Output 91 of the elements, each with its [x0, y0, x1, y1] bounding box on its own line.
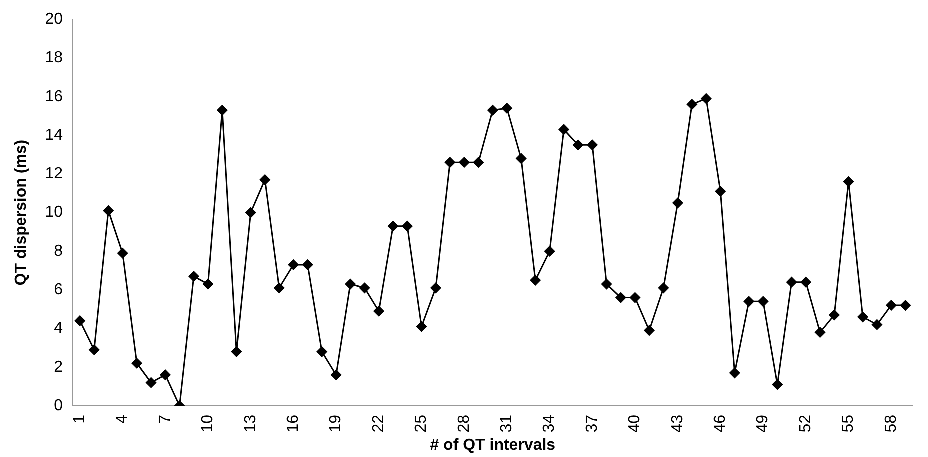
- y-tick-label: 0: [54, 397, 64, 414]
- point: [544, 246, 556, 257]
- point: [288, 260, 299, 270]
- y-tick-label: 4: [54, 320, 64, 338]
- x-tick-label: 37: [584, 414, 601, 433]
- point: [316, 346, 328, 358]
- point: [89, 344, 100, 356]
- y-tick-label: 14: [45, 126, 64, 144]
- point: [444, 157, 456, 168]
- point: [402, 221, 413, 232]
- point: [872, 320, 882, 330]
- point: [473, 157, 484, 168]
- point: [744, 296, 754, 307]
- x-tick-label: 34: [541, 414, 558, 433]
- x-tick-label: 19: [328, 414, 345, 433]
- point: [74, 316, 86, 326]
- point: [231, 346, 242, 358]
- x-tick-label: 55: [840, 414, 858, 433]
- point: [488, 105, 498, 116]
- point: [886, 300, 897, 311]
- point: [360, 282, 370, 294]
- point: [829, 310, 840, 320]
- point: [630, 292, 640, 304]
- x-tick-label: 52: [797, 414, 814, 433]
- y-tick-label: 20: [45, 11, 64, 28]
- point: [416, 322, 427, 332]
- x-axis-title: # of QT intervals: [430, 436, 556, 454]
- x-tick-label: 22: [370, 414, 388, 433]
- y-tick-label: 2: [54, 358, 64, 376]
- point: [459, 157, 470, 168]
- point: [516, 153, 527, 164]
- point: [602, 279, 612, 290]
- x-tick-label: 58: [882, 414, 900, 433]
- point: [118, 248, 128, 259]
- x-tick-label: 10: [200, 414, 217, 433]
- point: [616, 292, 626, 304]
- x-tick-label: 25: [413, 414, 430, 433]
- point: [573, 140, 584, 150]
- point: [345, 279, 356, 290]
- point: [686, 99, 698, 110]
- point: [644, 325, 655, 336]
- point: [502, 103, 512, 114]
- x-tick-label: 49: [754, 414, 772, 433]
- point: [103, 206, 114, 216]
- point: [772, 380, 783, 390]
- y-tick-label: 16: [45, 88, 64, 106]
- point: [800, 277, 812, 288]
- point: [730, 368, 740, 378]
- point: [217, 105, 228, 116]
- point: [701, 94, 712, 104]
- x-tick-label: 46: [712, 414, 730, 433]
- point: [658, 282, 669, 294]
- point: [132, 358, 142, 369]
- x-tick-label: 1: [72, 414, 89, 424]
- y-tick-label: 8: [54, 242, 64, 260]
- point: [858, 312, 868, 322]
- point: [331, 370, 342, 380]
- point: [246, 208, 256, 218]
- point: [530, 275, 541, 286]
- x-tick-label: 28: [456, 414, 473, 433]
- point: [374, 306, 384, 317]
- y-axis-title: QT dispersion (ms): [13, 140, 30, 286]
- point: [202, 279, 214, 290]
- x-tick-label: 31: [498, 414, 516, 433]
- x-tick-label: 43: [669, 414, 686, 433]
- x-tick-label: 4: [114, 414, 132, 424]
- x-tick-label: 7: [156, 414, 174, 424]
- x-tick-label: 40: [626, 414, 644, 433]
- point: [758, 296, 769, 307]
- point: [715, 186, 726, 197]
- y-tick-label: 12: [45, 166, 64, 183]
- point: [260, 174, 270, 186]
- point: [843, 176, 854, 188]
- point: [558, 124, 570, 135]
- point: [815, 327, 826, 338]
- point: [160, 370, 171, 380]
- y-tick-label: 10: [45, 204, 64, 222]
- point: [388, 221, 399, 232]
- y-tick-label: 6: [54, 281, 64, 298]
- point: [587, 140, 598, 150]
- point: [430, 282, 442, 294]
- point: [146, 378, 157, 388]
- x-tick-label: 13: [242, 414, 260, 433]
- point: [672, 198, 684, 208]
- point: [900, 300, 911, 311]
- point: [302, 260, 314, 270]
- y-tick-label: 18: [45, 50, 64, 67]
- x-tick-label: 16: [285, 414, 302, 433]
- point: [188, 271, 200, 282]
- point: [274, 282, 285, 294]
- point: [786, 277, 798, 288]
